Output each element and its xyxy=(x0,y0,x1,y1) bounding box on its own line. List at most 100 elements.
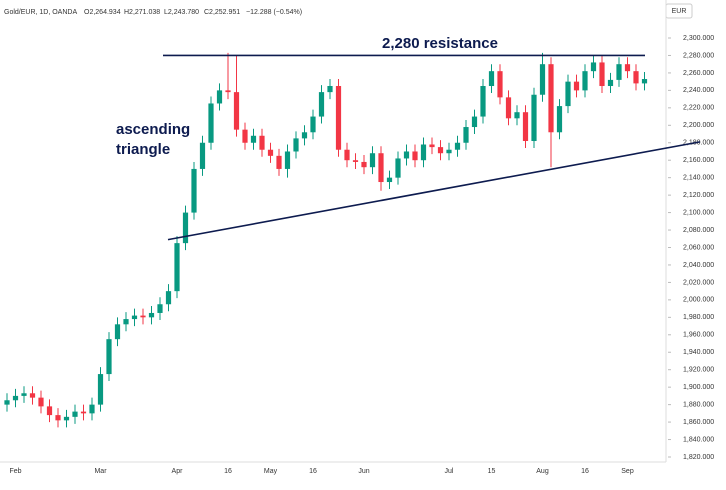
candle-body xyxy=(548,64,554,133)
candle-body xyxy=(437,147,444,154)
candle-body xyxy=(80,411,87,414)
candle-body xyxy=(21,393,27,396)
y-tick-label: 1,940.000 xyxy=(683,349,714,356)
y-tick-label: 2,000.000 xyxy=(683,297,714,304)
candle-body xyxy=(233,92,240,130)
candle-body xyxy=(488,71,495,87)
candle-body xyxy=(259,135,265,150)
y-tick-label: 1,820.000 xyxy=(683,454,714,461)
y-tick-label: 2,140.000 xyxy=(683,175,714,182)
candle-body xyxy=(140,315,146,318)
candle-body xyxy=(556,106,563,133)
candle-body xyxy=(148,312,155,318)
candle-body xyxy=(463,127,469,143)
candle-body xyxy=(131,315,138,320)
candle-body xyxy=(607,79,614,87)
candle-body xyxy=(497,71,503,98)
candle-body xyxy=(216,90,223,104)
candle-body xyxy=(97,374,104,405)
y-tick-label: 2,300.000 xyxy=(683,35,714,42)
candle-body xyxy=(46,406,53,416)
candle-body xyxy=(327,86,333,93)
x-tick-label: Mar xyxy=(94,468,107,475)
candle-body xyxy=(106,339,112,375)
candle-body xyxy=(471,116,478,128)
candle-body xyxy=(301,132,308,139)
candle-body xyxy=(352,160,359,162)
candle-body xyxy=(582,71,588,91)
resistance-label: 2,280 resistance xyxy=(382,35,498,52)
y-tick-label: 2,180.000 xyxy=(683,140,714,147)
y-tick-label: 2,200.000 xyxy=(683,122,714,129)
candle-body xyxy=(114,324,121,340)
y-tick-label: 1,880.000 xyxy=(683,401,714,408)
candle-body xyxy=(4,400,10,405)
candle-body xyxy=(276,155,282,169)
candle-body xyxy=(429,144,435,148)
candle-body xyxy=(225,90,231,93)
candle-body xyxy=(344,149,350,161)
candle-body xyxy=(72,411,78,417)
candle-body xyxy=(403,151,410,159)
candle-body xyxy=(267,149,274,156)
x-tick-label: May xyxy=(264,468,278,475)
candle-body xyxy=(573,81,580,91)
triangle-label: ascending triangle xyxy=(116,121,191,158)
candle-body xyxy=(531,94,537,142)
candle-body xyxy=(522,112,529,142)
support-trendline xyxy=(167,141,701,241)
candle-body xyxy=(157,304,163,313)
candle-body xyxy=(378,153,384,183)
candle-body xyxy=(565,81,571,107)
candle-body xyxy=(29,393,36,398)
candle-body xyxy=(412,151,418,161)
candle-body xyxy=(284,151,291,169)
candle-body xyxy=(395,158,401,178)
y-tick-label: 2,220.000 xyxy=(683,105,714,112)
y-tick-label: 2,040.000 xyxy=(683,262,714,269)
ohlc-low: L2,243.780 xyxy=(164,9,199,16)
y-tick-label: 1,860.000 xyxy=(683,419,714,426)
candle-body xyxy=(89,404,95,414)
ohlc-open: O2,264.934 xyxy=(84,9,121,16)
candle-body xyxy=(539,64,546,95)
candle-body xyxy=(624,64,631,72)
currency: EUR xyxy=(672,8,687,15)
x-tick-label: 15 xyxy=(488,468,496,475)
candle-body xyxy=(12,395,19,401)
y-tick-label: 2,240.000 xyxy=(683,87,714,94)
candle-body xyxy=(616,64,622,80)
x-tick-label: Jun xyxy=(358,468,369,475)
y-tick-label: 1,920.000 xyxy=(683,367,714,374)
x-tick-label: Aug xyxy=(536,468,549,475)
candle-body xyxy=(386,177,393,183)
candle-body xyxy=(318,92,325,117)
x-tick-label: 16 xyxy=(309,468,317,475)
candle-body xyxy=(599,62,605,87)
candle-body xyxy=(505,97,512,119)
candle-body xyxy=(454,142,461,150)
candle-body xyxy=(191,168,197,213)
candle-body xyxy=(369,153,376,168)
candle-body xyxy=(208,103,214,143)
x-tick-label: Apr xyxy=(172,468,184,475)
candle-body xyxy=(641,79,648,84)
candle-body xyxy=(310,116,316,133)
x-tick-label: 16 xyxy=(224,468,232,475)
y-tick-label: 1,840.000 xyxy=(683,436,714,443)
y-tick-label: 2,120.000 xyxy=(683,192,714,199)
y-tick-label: 1,900.000 xyxy=(683,384,714,391)
candle-body xyxy=(335,86,342,150)
y-tick-label: 2,100.000 xyxy=(683,209,714,216)
y-tick-label: 1,960.000 xyxy=(683,332,714,339)
candle-body xyxy=(590,62,597,72)
candle-body xyxy=(361,161,367,168)
y-tick-label: 2,060.000 xyxy=(683,244,714,251)
x-tick-label: 16 xyxy=(581,468,589,475)
candle-body xyxy=(182,212,189,244)
candle-body xyxy=(242,129,248,143)
candle-body xyxy=(63,416,70,421)
symbol: Gold/EUR, 1D, OANDA xyxy=(4,9,77,16)
candle-body xyxy=(38,397,44,407)
y-tick-label: 2,260.000 xyxy=(683,70,714,77)
